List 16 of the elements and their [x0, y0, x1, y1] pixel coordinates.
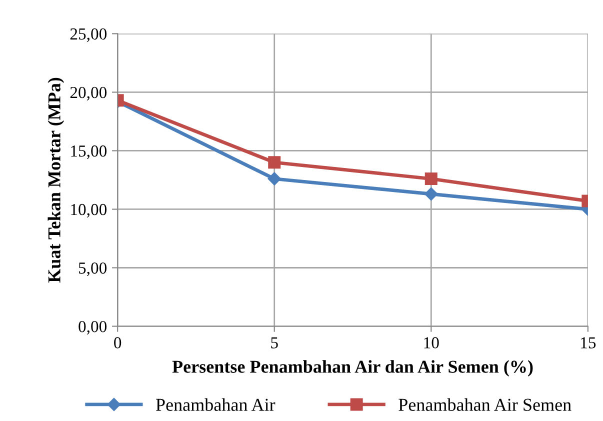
legend-label: Penambahan Air [156, 398, 276, 411]
y-tick-label: 25,00 [70, 28, 107, 42]
y-tick-label: 10,00 [71, 204, 107, 218]
y-tick-label: 15,00 [71, 145, 107, 160]
legend-label: Penambahan Air Semen [398, 398, 572, 411]
x-tick-label: 10 [424, 337, 439, 348]
point [268, 172, 281, 186]
y-axis-title: Kuat Tekan Mortar (MPa) [48, 78, 64, 283]
x-tick-label: 15 [581, 337, 596, 348]
x-tick-label: 5 [271, 337, 278, 348]
x-tick-label: 0 [114, 337, 122, 348]
y-tick-label: 0,00 [78, 320, 107, 335]
point [424, 187, 438, 201]
x-axis-title: Persentse Penambahan Air dan Air Semen (%) [172, 360, 533, 377]
y-tick-label: 20,00 [70, 86, 107, 101]
y-tick-label: 5,00 [78, 262, 107, 276]
